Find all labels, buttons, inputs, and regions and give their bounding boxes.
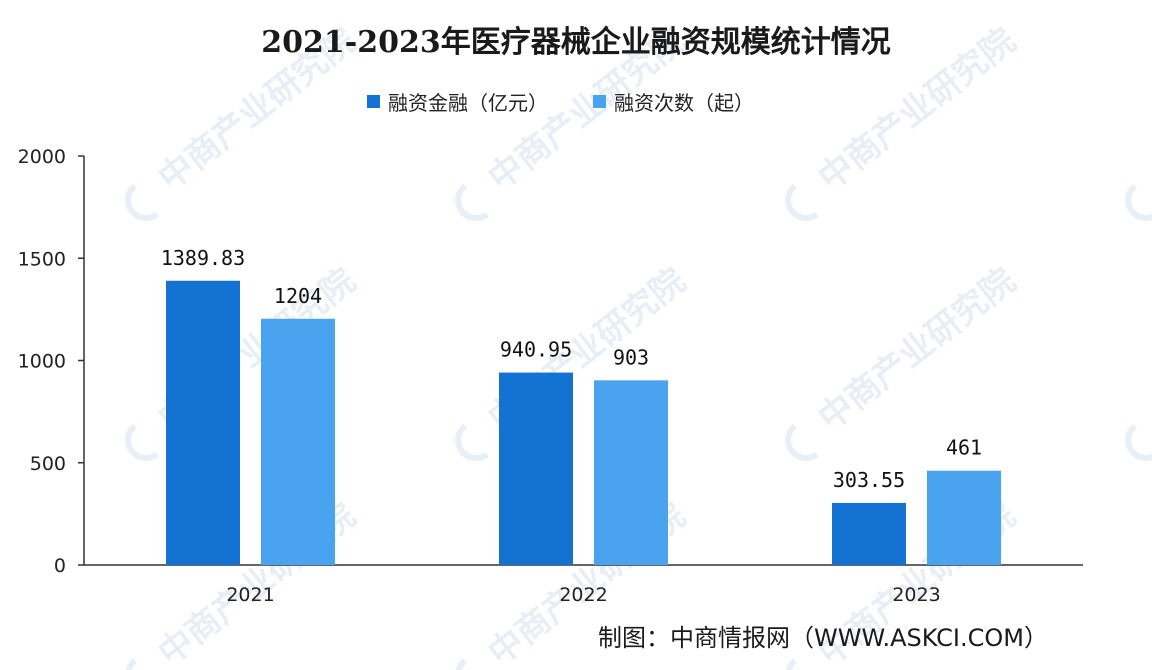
legend-label-financing-count: 融资次数（起）: [614, 91, 754, 115]
x-tick-label: 2022: [559, 584, 607, 606]
watermark-text: 中商产业研究院: [811, 261, 1023, 439]
chart-title: 2021-2023年医疗器械企业融资规模统计情况: [261, 25, 890, 60]
watermark-logo-icon: [125, 423, 160, 462]
legend-swatch-financing-count: [593, 95, 606, 108]
bar-financing-amount-2022: [499, 372, 573, 565]
watermark-logo-icon: [455, 658, 490, 670]
value-labels: 1389.83 1204 940.95 903 303.55 461: [161, 246, 982, 492]
watermark-logo-icon: [125, 658, 160, 670]
y-tick-label: 1000: [18, 351, 66, 373]
watermark-logo-icon: [785, 183, 820, 222]
data-label: 303.55: [833, 468, 905, 492]
data-label: 1204: [274, 284, 322, 308]
y-axis-ticks: 0 500 1000 1500 2000: [18, 146, 84, 577]
y-tick-label: 2000: [18, 146, 66, 168]
watermark: 中商产业研究院: [1125, 21, 1152, 222]
watermark-logo-icon: [785, 423, 820, 462]
watermark-logo-icon: [125, 183, 160, 222]
data-label: 903: [613, 345, 649, 369]
watermark-logo-icon: [455, 423, 490, 462]
bars: [166, 280, 1001, 565]
bar-financing-count-2023: [927, 470, 1001, 565]
source-note: 制图：中商情报网（WWW.ASKCI.COM）: [598, 624, 1048, 652]
data-label: 461: [946, 436, 982, 460]
bar-financing-amount-2021: [166, 280, 240, 565]
watermark: 中商产业研究院: [785, 261, 1023, 462]
legend-swatch-financing-amount: [367, 95, 380, 108]
y-tick-label: 0: [54, 555, 66, 577]
watermark-logo-icon: [1125, 423, 1152, 462]
y-tick-label: 500: [30, 453, 66, 475]
y-tick-label: 1500: [18, 248, 66, 270]
bar-financing-count-2022: [594, 380, 668, 565]
watermark: 中商产业研究院: [1125, 261, 1152, 462]
watermark-logo-icon: [785, 658, 820, 670]
bar-financing-amount-2023: [832, 502, 906, 565]
x-tick-label: 2021: [226, 584, 274, 606]
watermark-logo-icon: [1125, 183, 1152, 222]
data-label: 1389.83: [161, 246, 245, 270]
data-label: 940.95: [500, 338, 572, 362]
legend: 融资金融（亿元） 融资次数（起）: [367, 91, 754, 115]
legend-label-financing-amount: 融资金融（亿元）: [388, 91, 548, 115]
x-axis-labels: 2021 2022 2023: [226, 584, 940, 606]
watermark-logo-icon: [455, 183, 490, 222]
x-tick-label: 2023: [892, 584, 940, 606]
bar-financing-count-2021: [261, 318, 335, 565]
